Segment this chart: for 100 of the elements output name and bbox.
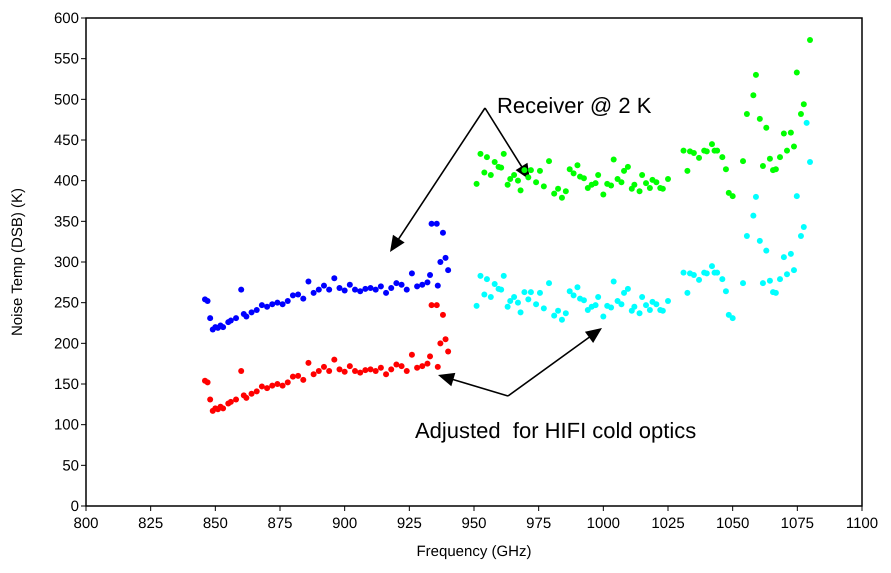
x-tick-label: 925 bbox=[396, 515, 422, 532]
point bbox=[220, 324, 226, 330]
point bbox=[248, 390, 255, 397]
point bbox=[290, 292, 296, 298]
point bbox=[424, 279, 430, 286]
x-tick-label: 1025 bbox=[651, 515, 685, 532]
point bbox=[274, 300, 280, 306]
point bbox=[362, 367, 368, 374]
point bbox=[383, 290, 390, 296]
point bbox=[352, 286, 358, 293]
point bbox=[207, 315, 214, 322]
point bbox=[342, 368, 348, 375]
point bbox=[414, 364, 420, 371]
point bbox=[228, 398, 234, 405]
point bbox=[243, 313, 250, 320]
point bbox=[284, 298, 291, 304]
point bbox=[316, 286, 322, 293]
y-tick-label: 500 bbox=[54, 91, 79, 108]
x-tick-label: 800 bbox=[73, 515, 99, 532]
point bbox=[280, 382, 286, 389]
point bbox=[428, 302, 435, 308]
point bbox=[383, 371, 390, 378]
point bbox=[398, 363, 405, 370]
point bbox=[336, 285, 342, 292]
x-tick-label: 975 bbox=[526, 515, 552, 532]
point bbox=[280, 301, 286, 308]
point bbox=[378, 283, 384, 290]
point bbox=[331, 356, 338, 363]
point bbox=[254, 306, 260, 313]
point bbox=[326, 286, 332, 293]
point bbox=[220, 405, 226, 412]
point bbox=[368, 285, 374, 292]
point bbox=[372, 368, 379, 374]
point bbox=[305, 360, 312, 366]
point bbox=[204, 379, 211, 386]
point bbox=[434, 282, 441, 289]
point bbox=[346, 363, 353, 370]
point bbox=[300, 376, 306, 383]
point bbox=[437, 340, 444, 346]
y-tick-label: 0 bbox=[70, 498, 79, 515]
point bbox=[378, 364, 384, 371]
point bbox=[440, 312, 446, 318]
point bbox=[428, 220, 435, 227]
point bbox=[310, 371, 317, 378]
y-tick-label: 300 bbox=[54, 254, 79, 271]
y-tick-label: 600 bbox=[54, 10, 79, 27]
point bbox=[264, 304, 270, 310]
point bbox=[305, 278, 312, 285]
point bbox=[419, 363, 426, 370]
point bbox=[336, 366, 342, 372]
point bbox=[388, 285, 394, 292]
point bbox=[264, 385, 270, 392]
y-tick-label: 100 bbox=[54, 416, 79, 434]
point bbox=[204, 298, 211, 304]
point bbox=[445, 267, 452, 274]
point bbox=[440, 230, 446, 236]
point bbox=[352, 368, 358, 374]
y-tick-label: 450 bbox=[54, 132, 79, 149]
point bbox=[316, 368, 322, 374]
point bbox=[437, 259, 444, 265]
point bbox=[238, 368, 244, 374]
point bbox=[419, 282, 426, 288]
point bbox=[254, 388, 260, 394]
point bbox=[434, 364, 441, 370]
point bbox=[357, 288, 364, 294]
point bbox=[342, 287, 348, 294]
point bbox=[269, 382, 276, 389]
point bbox=[408, 352, 415, 358]
point bbox=[207, 396, 214, 402]
point bbox=[258, 383, 265, 390]
y-tick-label: 350 bbox=[54, 213, 79, 230]
x-tick-label: 1000 bbox=[586, 515, 620, 532]
point bbox=[320, 364, 327, 370]
x-tick-label: 900 bbox=[332, 515, 358, 532]
y-axis-title: Noise Temp (DSB) (K) bbox=[9, 188, 26, 336]
point bbox=[238, 286, 244, 293]
point bbox=[233, 396, 240, 402]
point bbox=[393, 361, 400, 368]
point bbox=[427, 353, 434, 360]
point bbox=[357, 370, 364, 376]
point bbox=[368, 366, 374, 372]
point bbox=[233, 315, 240, 322]
point bbox=[274, 381, 280, 387]
point bbox=[393, 280, 400, 286]
point bbox=[284, 379, 291, 386]
x-tick-label: 825 bbox=[138, 515, 164, 532]
point bbox=[414, 283, 420, 290]
point bbox=[320, 282, 327, 289]
point bbox=[424, 360, 430, 367]
point bbox=[269, 301, 276, 308]
x-tick-label: 1100 bbox=[846, 515, 878, 532]
point bbox=[310, 290, 317, 296]
point bbox=[331, 275, 338, 282]
x-tick-label: 875 bbox=[267, 515, 293, 532]
y-tick-label: 50 bbox=[62, 457, 79, 474]
x-axis-title: Frequency (GHz) bbox=[416, 543, 532, 560]
point bbox=[300, 296, 306, 302]
y-tick-label: 150 bbox=[54, 376, 79, 393]
point bbox=[445, 348, 452, 354]
point bbox=[243, 394, 250, 401]
